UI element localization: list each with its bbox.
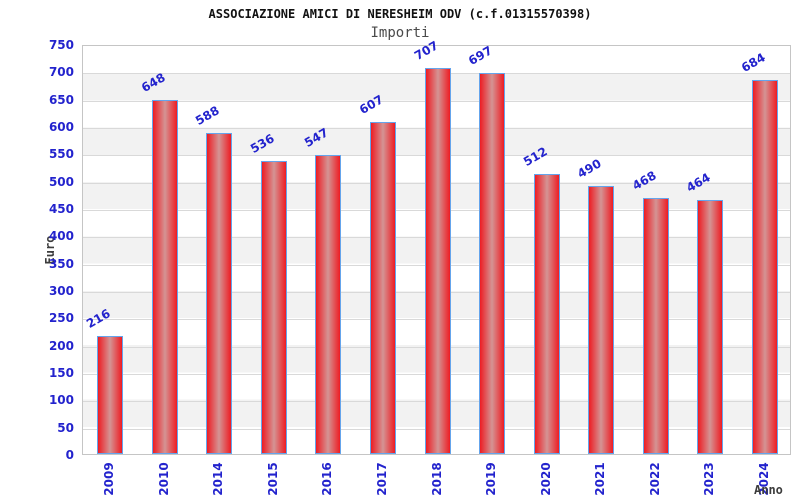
bar-2016 (315, 154, 342, 454)
bar-2022 (642, 198, 669, 454)
x-tick-2023: 2023 (702, 462, 717, 496)
x-tick-2020: 2020 (538, 462, 553, 496)
x-tick-2015: 2015 (265, 462, 280, 496)
y-tick-200: 200 (48, 338, 74, 353)
bar-value-2023: 464 (684, 170, 713, 196)
bar-2021 (588, 186, 615, 454)
bar-value-2020: 512 (520, 144, 550, 170)
x-tick-2014: 2014 (211, 462, 226, 496)
chart-title: ASSOCIAZIONE AMICI DI NERESHEIM ODV (c.f… (208, 7, 592, 21)
bar-value-2014: 588 (193, 102, 223, 128)
bar-2015 (260, 161, 287, 454)
bar-2019 (479, 72, 506, 454)
x-tick-2009: 2009 (102, 462, 117, 496)
bar-2010 (151, 99, 178, 454)
bar-value-2015: 536 (247, 131, 277, 156)
chart-subtitle: Importi (370, 25, 430, 41)
x-tick-2017: 2017 (374, 462, 389, 496)
y-tick-700: 700 (48, 65, 74, 80)
y-tick-400: 400 (48, 229, 74, 244)
x-tick-2021: 2021 (593, 462, 608, 496)
bar-2014 (206, 132, 233, 454)
bar-value-2024: 684 (738, 50, 768, 76)
x-tick-2016: 2016 (320, 462, 335, 496)
bar-value-2019: 697 (466, 43, 495, 68)
x-tick-2022: 2022 (647, 462, 662, 496)
y-tick-500: 500 (48, 174, 74, 189)
plot-area: 216 648 588 536 547 607 707 697 512 490 468 464 684 (82, 38, 791, 455)
y-tick-550: 550 (48, 147, 74, 162)
y-tick-300: 300 (48, 284, 74, 298)
bar-value-2022: 468 (629, 168, 659, 194)
x-tick-2019: 2019 (484, 462, 499, 496)
bar-value-2009: 216 (84, 306, 113, 331)
bar-value-2016: 547 (302, 125, 332, 150)
y-tick-250: 250 (48, 311, 74, 326)
y-tick-650: 650 (48, 92, 74, 107)
bar-value-2017: 607 (356, 92, 386, 118)
bar-2024 (751, 80, 778, 454)
y-tick-350: 350 (48, 256, 74, 271)
y-tick-600: 600 (48, 120, 74, 134)
y-tick-100: 100 (48, 393, 74, 408)
x-axis-title: Anno (754, 483, 783, 497)
bar-value-2021: 490 (575, 156, 604, 182)
x-tick-2018: 2018 (429, 462, 444, 496)
y-tick-150: 150 (48, 366, 74, 380)
bar-2017 (369, 122, 396, 454)
y-tick-750: 750 (48, 38, 74, 52)
bar-2009 (97, 335, 124, 454)
x-tick-2010: 2010 (156, 462, 171, 496)
y-tick-50: 50 (57, 420, 74, 435)
y-tick-450: 450 (48, 202, 74, 216)
bar-2018 (424, 67, 451, 454)
bar-2020 (533, 174, 560, 454)
y-tick-0: 0 (65, 448, 74, 462)
bar-2023 (697, 200, 724, 454)
bar-value-2018: 707 (411, 37, 441, 63)
